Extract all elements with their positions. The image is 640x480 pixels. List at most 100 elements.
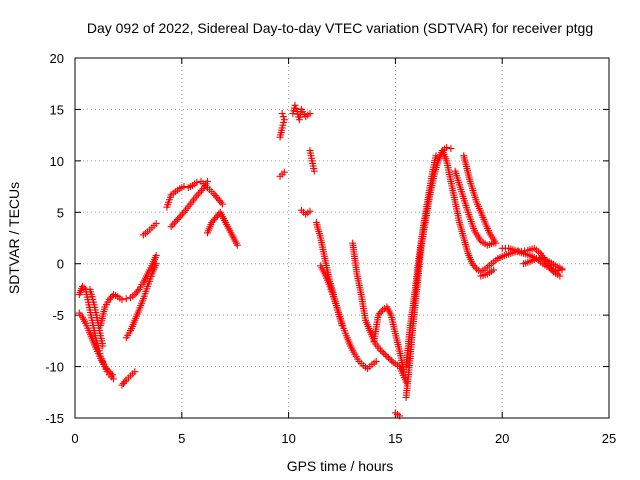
y-tick-label: -10 <box>45 360 64 375</box>
data-point <box>380 349 388 357</box>
data-point <box>338 321 346 329</box>
y-tick-label: -15 <box>45 411 64 426</box>
y-tick-label: 0 <box>57 257 64 272</box>
data-point <box>203 177 211 185</box>
series-arc-z <box>477 266 498 280</box>
data-point <box>193 178 201 186</box>
series-arc-o <box>306 147 318 175</box>
data-point <box>381 351 389 359</box>
y-tick-label: 5 <box>57 205 64 220</box>
series-arc-x <box>451 167 498 249</box>
data-point <box>388 357 396 365</box>
data-point <box>386 355 394 363</box>
x-tick-label: 20 <box>495 431 509 446</box>
data-point <box>152 251 160 259</box>
data-point <box>131 368 139 376</box>
series-arc-t <box>391 409 404 420</box>
y-axis-label: SDTVAR / TECUs <box>6 182 22 294</box>
y-tick-label: 15 <box>50 102 64 117</box>
y-tick-label: 20 <box>50 51 64 66</box>
data-point <box>492 239 500 247</box>
data-point <box>378 348 386 356</box>
data-point <box>169 221 177 229</box>
series-arc-p <box>312 219 380 373</box>
data-point <box>78 282 86 290</box>
x-tick-label: 0 <box>71 431 78 446</box>
data-point <box>306 110 314 118</box>
data-point <box>218 200 226 208</box>
data-point <box>170 219 178 227</box>
plot-frame <box>74 57 610 419</box>
data-point <box>121 378 129 386</box>
data-point <box>196 188 204 196</box>
data-point <box>194 190 202 198</box>
series-arc-l <box>276 168 288 180</box>
series-arc-y <box>460 152 500 247</box>
data-point <box>108 371 116 379</box>
data-point <box>291 101 299 109</box>
data-point <box>180 183 188 191</box>
series-arc-r <box>349 239 408 376</box>
data-point <box>376 346 384 354</box>
data-point <box>80 284 88 292</box>
data-point <box>383 352 391 360</box>
series-arc-b <box>75 309 116 379</box>
data-point <box>105 368 113 376</box>
data-point <box>377 308 385 316</box>
data-point <box>556 272 564 280</box>
data-point <box>104 366 112 374</box>
data-point <box>490 266 498 274</box>
series-arc-w <box>438 147 502 276</box>
data-point <box>432 152 440 160</box>
data-point <box>471 263 479 271</box>
data-point <box>306 207 314 215</box>
series-arc-e <box>122 260 160 342</box>
data-point <box>310 167 318 175</box>
data-point <box>134 287 142 295</box>
series-arc-q <box>317 262 346 329</box>
series-arc-c <box>86 285 107 350</box>
data-points <box>75 101 566 420</box>
data-point <box>175 214 183 222</box>
x-tick-label: 25 <box>602 431 616 446</box>
data-point <box>122 295 130 303</box>
series-arc-u <box>402 143 455 401</box>
data-point <box>109 375 117 383</box>
x-tick-label: 5 <box>178 431 185 446</box>
chart-title: Day 092 of 2022, Sidereal Day-to-day VTE… <box>87 20 593 36</box>
data-point <box>174 215 182 223</box>
x-axis-label: GPS time / hours <box>287 458 394 474</box>
x-tick-label: 10 <box>281 431 295 446</box>
series-arc-j <box>203 208 241 249</box>
data-point <box>99 342 107 350</box>
data-point <box>233 241 241 249</box>
data-point <box>172 217 180 225</box>
data-point <box>177 212 185 220</box>
series-arc-h <box>163 177 226 211</box>
data-point <box>152 220 160 228</box>
series-arc-k <box>276 110 288 141</box>
data-point <box>178 210 186 218</box>
axis-ticks: 0 5 10 15 20 25 -15 -10 -5 0 5 10 15 20 <box>45 51 616 446</box>
data-point <box>384 354 392 362</box>
data-point <box>292 104 300 112</box>
series-arc-g <box>139 220 160 239</box>
data-point <box>447 145 455 153</box>
data-point <box>558 265 566 273</box>
data-point <box>279 113 287 121</box>
x-tick-label: 15 <box>388 431 402 446</box>
series-arc-ac <box>520 255 566 273</box>
series-arc-s <box>370 338 410 386</box>
data-point <box>217 198 225 206</box>
grid <box>75 58 609 418</box>
series-arc-m <box>289 101 314 124</box>
series-arc-f <box>118 368 139 389</box>
y-tick-label: -5 <box>52 308 64 323</box>
data-point <box>278 110 286 118</box>
series-arc-i <box>167 177 211 231</box>
data-point <box>443 143 451 151</box>
data-point <box>372 357 380 365</box>
data-point <box>167 223 175 231</box>
data-point <box>280 116 288 124</box>
